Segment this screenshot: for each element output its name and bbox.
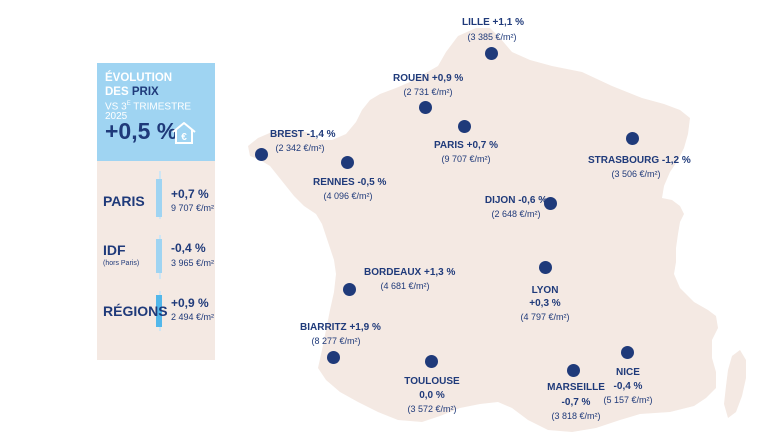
idf-change: -0,4 % [171, 241, 206, 255]
paris-price: 9 707 €/m² [171, 203, 215, 213]
city-marker-paris [458, 120, 471, 133]
city-label-rouen: ROUEN +0,9 % [393, 73, 464, 84]
city-marker-toulouse [425, 355, 438, 368]
panel-title-line1: ÉVOLUTION [105, 72, 173, 84]
overall-change-value: +0,5 % [105, 118, 178, 144]
city-price-lille: (3 385 €/m²) [467, 32, 517, 42]
regions-price: 2 494 €/m² [171, 312, 215, 322]
idf-label: IDF [103, 242, 126, 258]
city-price-toulouse: (3 572 €/m²) [407, 404, 457, 414]
panel-title-line2: DES PRIX [105, 86, 159, 98]
city-price-brest: (2 342 €/m²) [275, 143, 325, 153]
city-label-rennes: RENNES -0,5 % [313, 177, 387, 188]
city-marker-brest [255, 148, 268, 161]
city-marker-strasbourg [626, 132, 639, 145]
city-price-bordeaux: (4 681 €/m²) [380, 281, 430, 291]
city-price-dijon: (2 648 €/m²) [491, 209, 541, 219]
city-label-nice: NICE [616, 367, 640, 378]
corsica-shape [724, 350, 746, 418]
regions-change: +0,9 % [171, 296, 209, 310]
city-price-lyon: (4 797 €/m²) [520, 312, 570, 322]
city-price-strasbourg: (3 506 €/m²) [611, 169, 661, 179]
city-marker-rennes [341, 156, 354, 169]
city-label-bordeaux: BORDEAUX +1,3 % [364, 267, 456, 278]
france-mainland-shape [248, 28, 718, 432]
city-marker-nice [621, 346, 634, 359]
price-evolution-breakdown: PARIS +0,7 % 9 707 €/m² IDF (hors Paris)… [97, 161, 215, 360]
svg-text:€: € [181, 132, 187, 143]
city-marker-bordeaux [343, 283, 356, 296]
paris-bar-fill [156, 179, 162, 217]
idf-bar-fill [156, 239, 162, 273]
city-label-dijon: DIJON -0,6 % [484, 195, 548, 206]
city-price-rouen: (2 731 €/m²) [403, 87, 453, 97]
city-price-rennes: (4 096 €/m²) [323, 191, 373, 201]
city-price-paris: (9 707 €/m²) [441, 154, 491, 164]
city-marker-biarritz [327, 351, 340, 364]
city-label-toulouse: TOULOUSE [404, 376, 460, 387]
city-marker-dijon [544, 197, 557, 210]
city-marker-rouen [419, 101, 432, 114]
idf-price: 3 965 €/m² [171, 258, 215, 268]
city-label-brest: BREST -1,4 % [270, 129, 336, 140]
house-euro-icon: € [172, 122, 196, 144]
city-change-nice: -0,4 % [613, 381, 643, 392]
city-label-strasbourg: STRASBOURG -1,2 % [588, 155, 691, 166]
paris-change: +0,7 % [171, 187, 209, 201]
city-marker-lyon [539, 261, 552, 274]
paris-label: PARIS [103, 193, 145, 209]
city-label-lille: LILLE +1,1 % [462, 17, 524, 28]
city-change-marseille: -0,7 % [561, 397, 591, 408]
city-price-biarritz: (8 277 €/m²) [311, 336, 361, 346]
city-price-nice: (5 157 €/m²) [603, 395, 653, 405]
panel-title-line3: VS 3E TRIMESTRE 2025 [105, 101, 192, 123]
city-price-marseille: (3 818 €/m²) [551, 411, 601, 421]
regions-label: RÉGIONS [103, 303, 168, 319]
city-label-biarritz: BIARRITZ +1,9 % [300, 322, 381, 333]
city-label-lyon: LYON [531, 285, 559, 296]
price-evolution-header: ÉVOLUTION DES PRIX VS 3E TRIMESTRE 2025 … [97, 63, 215, 161]
city-change-toulouse: 0,0 % [419, 390, 445, 401]
regions-bar-fill [156, 295, 162, 327]
idf-sublabel: (hors Paris) [103, 260, 140, 267]
city-label-paris: PARIS +0,7 % [434, 140, 499, 151]
city-marker-marseille [567, 364, 580, 377]
city-marker-lille [485, 47, 498, 60]
city-label-marseille: MARSEILLE [547, 382, 605, 393]
city-change-lyon: +0,3 % [529, 298, 561, 309]
